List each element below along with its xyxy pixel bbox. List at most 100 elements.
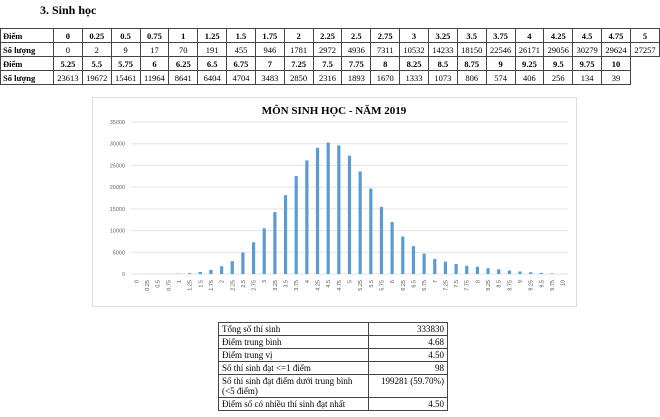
bar: [251, 242, 256, 274]
table-cell: 0: [53, 42, 83, 57]
table-cell: 70: [168, 42, 199, 57]
y-tick-label: 5000: [113, 250, 125, 256]
bar: [230, 261, 234, 274]
x-tick-label: 6.25: [401, 280, 407, 291]
bar: [219, 266, 224, 274]
x-tick-label: 6.75: [422, 280, 428, 291]
stat-value: 98: [368, 361, 448, 375]
row-label: Điểm: [0, 56, 54, 71]
stats-row: Tổng số thí sinh 333830: [218, 322, 448, 336]
y-tick-label: 35000: [110, 120, 125, 126]
stat-label: Tổng số thí sinh: [218, 322, 369, 336]
bar: [401, 236, 405, 274]
x-tick-label: 7.5: [454, 280, 460, 288]
stat-value: 4.50: [368, 348, 448, 362]
table-cell: 8: [370, 56, 401, 71]
x-tick-label: 6.5: [411, 280, 417, 288]
x-tick-label: 9.75: [550, 280, 556, 291]
x-tick-label: 0.5: [156, 280, 162, 288]
table-cell: 1073: [427, 70, 458, 85]
table-cell: 27257: [629, 42, 660, 57]
table-cell: 9.75: [572, 56, 603, 71]
bar: [369, 188, 373, 274]
stats-table: Tổng số thí sinh 333830 Điểm trung bình 4.6…: [218, 322, 448, 411]
table-cell: 0.5: [110, 28, 141, 43]
table-cell: 15461: [110, 70, 141, 85]
stat-value: 4.68: [368, 335, 448, 349]
stat-label: Số thí sinh đạt <=1 điểm: [218, 361, 369, 375]
table-cell: 806: [456, 70, 487, 85]
stat-value: 333830: [368, 322, 448, 336]
x-tick-label: 8.75: [507, 280, 513, 291]
chart: MÔN SINH HỌC - NĂM 2019 0 5000 10000 15000 20…: [92, 97, 577, 307]
table-cell: 5: [629, 28, 660, 43]
x-tick-label: 1: [177, 280, 183, 283]
score-distribution-table: Điểm 0 0.25 0.5 0.75 1 1.25 1.5 1.75 2 2.25 2.5 2.75…: [0, 28, 660, 85]
row-label: Số lượng: [0, 42, 54, 57]
y-tick-label: 15000: [110, 207, 125, 213]
y-tick-label: 0: [122, 272, 125, 278]
x-tick-label: 0: [134, 280, 140, 283]
bar: [443, 261, 448, 274]
table-cell: 2: [283, 28, 314, 43]
count-row: Số lượng 0 2 9 17 70 191 455 946 1781 2972 4936 7311…: [0, 42, 660, 57]
x-tick-label: 8.5: [497, 280, 503, 288]
table-cell: 4: [514, 28, 545, 43]
x-tick-label: 10: [561, 280, 567, 286]
x-tick-label: 2.25: [230, 280, 236, 291]
x-tick-label: 4.25: [316, 280, 322, 291]
table-cell: 7.75: [341, 56, 372, 71]
table-cell: 22546: [485, 42, 516, 57]
x-tick-label: 0.25: [145, 280, 151, 291]
table-cell: 8641: [168, 70, 199, 85]
row-label: Điểm: [0, 28, 54, 43]
stat-label: Số thí sinh đạt điểm dưới trung bình (<5…: [218, 374, 369, 398]
table-cell: 23613: [53, 70, 83, 85]
table-cell: 6: [139, 56, 170, 71]
x-tick-label: 2.75: [252, 280, 258, 291]
bar: [379, 206, 384, 274]
bar-chart-svg: MÔN SINH HỌC - NĂM 201905000100001500020…: [110, 104, 568, 291]
table-cell: 406: [514, 70, 545, 85]
bar: [507, 270, 511, 274]
stat-label: Điểm trung bình: [218, 335, 369, 349]
table-cell: 4.25: [543, 28, 574, 43]
table-cell: 3.5: [456, 28, 487, 43]
bar: [433, 258, 437, 274]
bar: [315, 147, 320, 274]
table-cell: 3.75: [485, 28, 516, 43]
table-cell: 2850: [283, 70, 314, 85]
table-cell: 14233: [427, 42, 458, 57]
table-cell: 1: [168, 28, 199, 43]
stat-value: 199281 (59.70%): [368, 374, 448, 398]
table-cell: 39: [601, 70, 631, 85]
table-cell: 18150: [456, 42, 487, 57]
table-cell: 7: [254, 56, 285, 71]
x-tick-label: 1.25: [188, 280, 194, 291]
bar: [529, 272, 533, 274]
x-tick-label: 6: [390, 280, 396, 283]
bar: [539, 272, 543, 274]
bar: [305, 160, 309, 274]
table-cell: 6.5: [197, 56, 228, 71]
table-cell: 19672: [81, 70, 112, 85]
x-tick-label: 7.25: [443, 280, 449, 291]
table-cell: 1670: [370, 70, 401, 85]
table-cell: 2316: [312, 70, 343, 85]
bar: [198, 272, 202, 274]
bar: [273, 212, 277, 274]
y-tick-label: 30000: [110, 142, 125, 148]
bar: [209, 269, 213, 274]
stat-label: Điểm số có nhiều thí sinh đạt nhất: [218, 397, 369, 411]
bar: [326, 142, 330, 274]
x-tick-label: 5.75: [379, 280, 385, 291]
score-row: Điểm 0 0.25 0.5 0.75 1 1.25 1.5 1.75 2 2.25 2.5 2.75…: [0, 28, 660, 43]
table-cell: 10532: [399, 42, 429, 57]
table-cell: 11964: [139, 70, 170, 85]
table-cell: 8.75: [456, 56, 487, 71]
bar: [465, 265, 469, 274]
table-cell: 1893: [341, 70, 372, 85]
table-cell: 17: [139, 42, 170, 57]
score-row: Điểm 5.25 5.5 5.75 6 6.25 6.5 6.75 7 7.25 7.5 7.75 8…: [0, 56, 660, 71]
x-tick-label: 4: [305, 280, 311, 283]
